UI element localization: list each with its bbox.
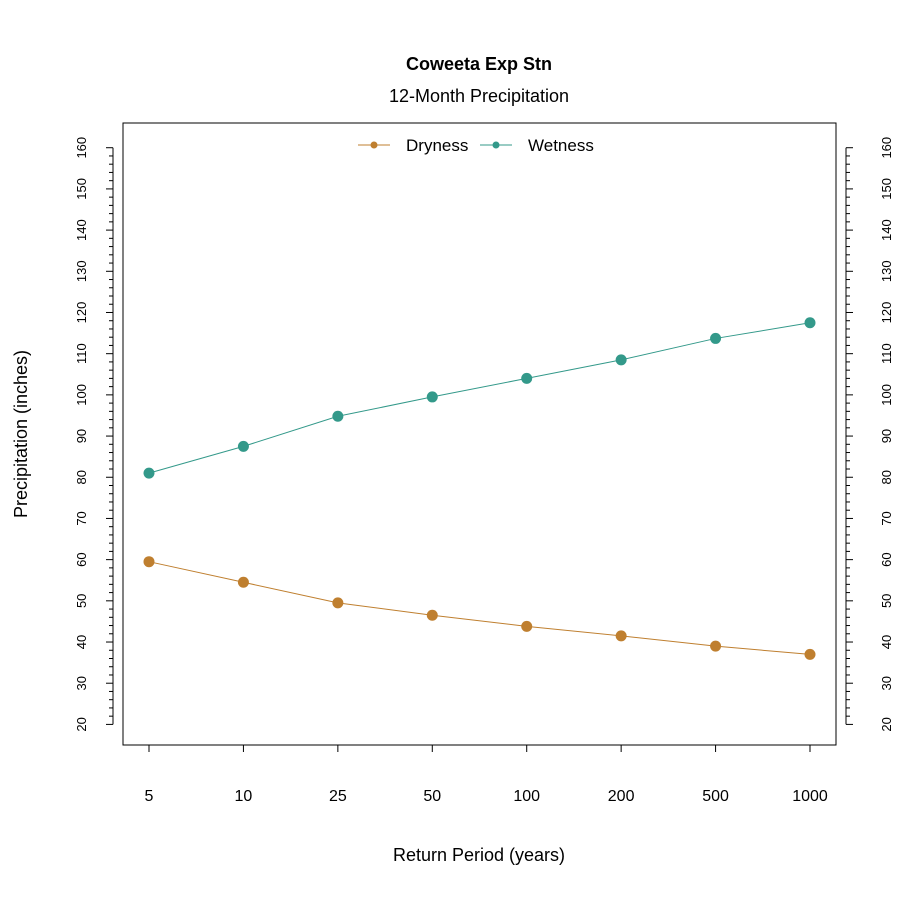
- right-tick-label: 80: [879, 470, 894, 484]
- right-tick-label: 50: [879, 594, 894, 608]
- data-point-wetness: [237, 440, 249, 452]
- left-tick-label: 110: [74, 343, 89, 364]
- chart-title: Coweeta Exp Stn: [406, 54, 552, 74]
- right-y-axis: 20 30 40 50 60 70 80 90 100 110 120 130 140 150 160: [845, 137, 894, 732]
- x-tick-label: 5: [145, 788, 154, 805]
- data-point-dryness: [426, 609, 438, 621]
- legend-label-dryness: Dryness: [406, 136, 468, 155]
- data-point-wetness: [143, 467, 155, 479]
- data-point-wetness: [426, 391, 438, 403]
- right-tick-label: 140: [879, 219, 894, 241]
- data-point-dryness: [332, 597, 344, 609]
- left-tick-label: 140: [74, 219, 89, 241]
- right-tick-label: 100: [879, 384, 894, 406]
- data-point-dryness: [804, 648, 816, 660]
- x-axis: 5 10 25 50 100 200 500 1000: [145, 745, 828, 805]
- left-tick-label: 160: [74, 137, 89, 159]
- left-y-axis: 20 30 40 50 60 70 80 90 100 110 120 130 140 150 160: [74, 137, 114, 732]
- series-line-dryness: [148, 561, 811, 655]
- right-tick-label: 150: [879, 178, 894, 200]
- x-tick-label: 50: [423, 788, 441, 805]
- data-point-wetness: [804, 317, 816, 329]
- left-tick-label: 70: [74, 511, 89, 525]
- left-tick-label: 40: [74, 635, 89, 649]
- left-tick-label: 20: [74, 717, 89, 731]
- right-tick-label: 130: [879, 260, 894, 282]
- right-tick-label: 20: [879, 717, 894, 731]
- data-point-dryness: [521, 620, 533, 632]
- data-point-wetness: [332, 410, 344, 422]
- data-point-dryness: [237, 576, 249, 588]
- right-tick-label: 110: [879, 343, 894, 364]
- left-tick-label: 80: [74, 470, 89, 484]
- series-layer: [143, 317, 816, 660]
- data-point-dryness: [710, 640, 722, 652]
- y-axis-label: Precipitation (inches): [11, 350, 31, 518]
- chart-subtitle: 12-Month Precipitation: [389, 86, 569, 106]
- left-tick-label: 130: [74, 260, 89, 282]
- x-tick-label: 200: [608, 788, 635, 805]
- x-tick-label: 1000: [792, 788, 828, 805]
- data-point-dryness: [615, 630, 627, 642]
- right-tick-label: 90: [879, 429, 894, 443]
- right-tick-label: 30: [879, 676, 894, 690]
- right-tick-label: 40: [879, 635, 894, 649]
- legend-label-wetness: Wetness: [528, 136, 594, 155]
- right-tick-label: 120: [879, 302, 894, 324]
- left-tick-label: 120: [74, 302, 89, 324]
- left-tick-label: 60: [74, 552, 89, 566]
- left-tick-label: 100: [74, 384, 89, 406]
- x-axis-label: Return Period (years): [393, 845, 565, 865]
- x-tick-label: 10: [235, 788, 253, 805]
- left-tick-label: 50: [74, 594, 89, 608]
- right-tick-label: 160: [879, 137, 894, 159]
- data-point-dryness: [143, 556, 155, 568]
- right-tick-label: 60: [879, 552, 894, 566]
- left-tick-label: 30: [74, 676, 89, 690]
- data-point-wetness: [710, 332, 722, 344]
- legend-marker-wetness: [492, 141, 500, 149]
- x-tick-label: 500: [702, 788, 729, 805]
- data-point-wetness: [521, 372, 533, 384]
- data-point-wetness: [615, 354, 627, 366]
- legend-marker-dryness: [370, 141, 378, 149]
- plot-frame: [122, 122, 837, 746]
- series-line-wetness: [148, 322, 811, 474]
- x-tick-label: 100: [513, 788, 540, 805]
- legend: Dryness Wetness: [358, 136, 594, 155]
- left-tick-label: 150: [74, 178, 89, 200]
- right-tick-label: 70: [879, 511, 894, 525]
- left-tick-label: 90: [74, 429, 89, 443]
- x-tick-label: 25: [329, 788, 347, 805]
